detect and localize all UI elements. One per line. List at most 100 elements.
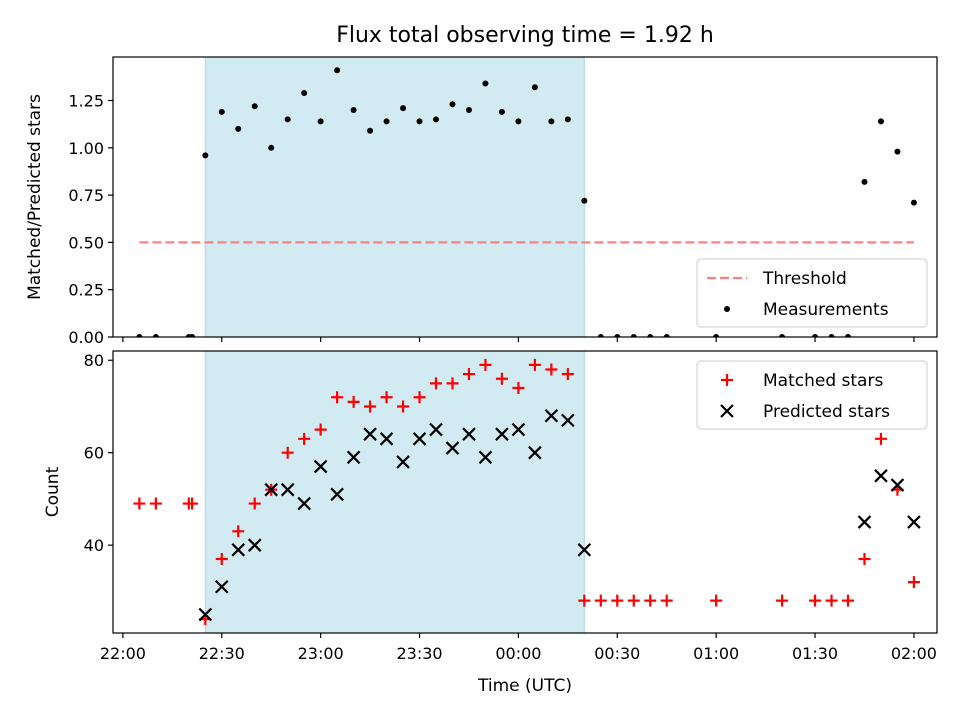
bottom-predicted-stars-point [330, 487, 344, 502]
top-measurements-point [218, 108, 225, 115]
bottom-matched-stars-point [186, 497, 199, 510]
top-ytick-label: 0.75 [68, 186, 104, 205]
bottom-matched-stars-point [248, 497, 261, 510]
bottom-predicted-stars-point [577, 543, 592, 557]
bottom-predicted-stars-point [445, 441, 460, 455]
bottom-xtick-label: 02:00 [891, 644, 937, 663]
chart-title: Flux total observing time = 1.92 h [336, 23, 714, 48]
top-measurements-point [433, 116, 440, 123]
top-measurements-point [548, 118, 555, 125]
bottom-matched-stars-point [528, 358, 541, 371]
top-measurements-point [828, 334, 835, 337]
top-measurements-point [350, 106, 357, 113]
top-measurements-point [564, 116, 571, 123]
bottom-matched-stars-point [397, 400, 410, 413]
top-measurements-point [416, 118, 423, 125]
bottom-predicted-stars-point [429, 422, 443, 437]
top-measurements-point [465, 106, 472, 113]
bottom-predicted-stars-point [280, 482, 295, 497]
bottom-ytick-label: 40 [84, 536, 104, 555]
bottom-matched-stars-point [232, 525, 245, 538]
bottom-matched-stars-point [611, 594, 624, 607]
bottom-xlabel: Time (UTC) [477, 676, 572, 696]
top-measurements-point [812, 334, 819, 337]
bottom-matched-stars-point [809, 594, 822, 607]
top-measurements-point [334, 67, 341, 74]
bottom-xtick-label: 00:00 [495, 644, 541, 663]
bottom-ytick-label: 60 [84, 444, 104, 463]
bottom-predicted-stars-point [495, 427, 509, 441]
bottom-predicted-stars-point [264, 482, 278, 497]
bottom-matched-stars-point [314, 423, 327, 436]
bottom-predicted-stars-point [231, 543, 246, 557]
bottom-matched-stars-point [430, 377, 443, 390]
top-measurements-point [251, 103, 258, 110]
bottom-legend: Matched stars Predicted stars [696, 360, 928, 430]
bottom-ytick-label: 80 [84, 351, 104, 370]
bottom-matched-stars-point [462, 368, 475, 381]
bottom-axes-frame [112, 350, 938, 634]
bottom-xtick-label: 00:30 [594, 644, 640, 663]
top-measurements-point [531, 84, 538, 91]
bottom-matched-stars-point [825, 594, 838, 607]
bottom-predicted-stars-point [528, 445, 542, 460]
top-measurements-point [597, 334, 604, 337]
top-measurements-point [581, 197, 588, 204]
bottom-predicted-stars-point [198, 607, 213, 622]
top-measurements-point [235, 125, 242, 132]
top-legend-threshold-label: Threshold [762, 269, 847, 289]
bottom-matched-stars-point [215, 553, 228, 566]
bottom-matched-stars-point [874, 432, 887, 445]
top-ytick-label: 0.00 [68, 328, 104, 347]
top-measurements-point [317, 118, 324, 125]
top-measurements-point [498, 108, 505, 115]
top-measurements-point [136, 334, 143, 337]
bottom-predicted-stars-point [511, 422, 526, 437]
top-measurements-point [400, 105, 407, 112]
bottom-matched-stars-point [644, 594, 657, 607]
bottom-xtick-label: 23:30 [396, 644, 442, 663]
bottom-legend-matched-stars-label: Matched stars [763, 371, 883, 391]
bottom-predicted-stars-point [297, 496, 311, 511]
bottom-legend-matched-stars-swatch [721, 374, 733, 386]
bottom-matched-stars-point [479, 358, 492, 371]
bottom-predicted-stars-point [247, 538, 262, 552]
bottom-predicted-stars-point [412, 432, 427, 446]
bottom-matched-stars-point [578, 594, 591, 607]
top-measurements-point [152, 334, 159, 337]
bottom-matched-stars-point [133, 497, 146, 510]
bottom-matched-stars-point [446, 377, 459, 390]
bottom-matched-stars-point [594, 594, 607, 607]
top-legend-measurements-label: Measurements [763, 300, 889, 320]
top-measurements-point [367, 127, 374, 134]
bottom-xtick-label: 01:00 [693, 644, 739, 663]
top-measurements-point [383, 118, 390, 125]
bottom-xtick-label: 22:30 [199, 644, 245, 663]
top-measurements-point [861, 178, 868, 185]
bottom-predicted-stars-point [890, 478, 905, 492]
bottom-matched-stars-point [149, 497, 162, 510]
top-measurements-point [449, 101, 456, 108]
bottom-matched-stars-point [710, 594, 723, 607]
bottom-predicted-stars-point [379, 432, 394, 446]
top-measurements-point [647, 334, 654, 337]
bottom-matched-stars-point [545, 363, 558, 376]
top-measurements-point [268, 144, 275, 151]
top-measurements-point [663, 334, 670, 337]
top-ytick-label: 0.50 [68, 233, 104, 252]
bottom-matched-stars-point [281, 446, 294, 459]
bottom-matched-stars-point [495, 372, 508, 385]
bottom-predicted-stars-point [907, 515, 921, 529]
bottom-matched-stars-point [298, 432, 311, 445]
top-shaded-span [204, 56, 585, 338]
bottom-matched-stars-point [842, 594, 855, 607]
top-measurements-point [845, 334, 852, 337]
bottom-matched-stars-point [627, 594, 640, 607]
top-measurements-point [877, 118, 884, 125]
bottom-ylabel: Count [43, 466, 63, 517]
bottom-predicted-stars-point [544, 408, 559, 423]
bottom-plot-area [133, 358, 921, 626]
bottom-matched-stars-point [512, 381, 525, 394]
top-panel: 0.00 0.25 0.50 0.75 1.00 1.25 Matched/Predicte… [25, 56, 938, 347]
bottom-matched-stars-point [561, 368, 574, 381]
